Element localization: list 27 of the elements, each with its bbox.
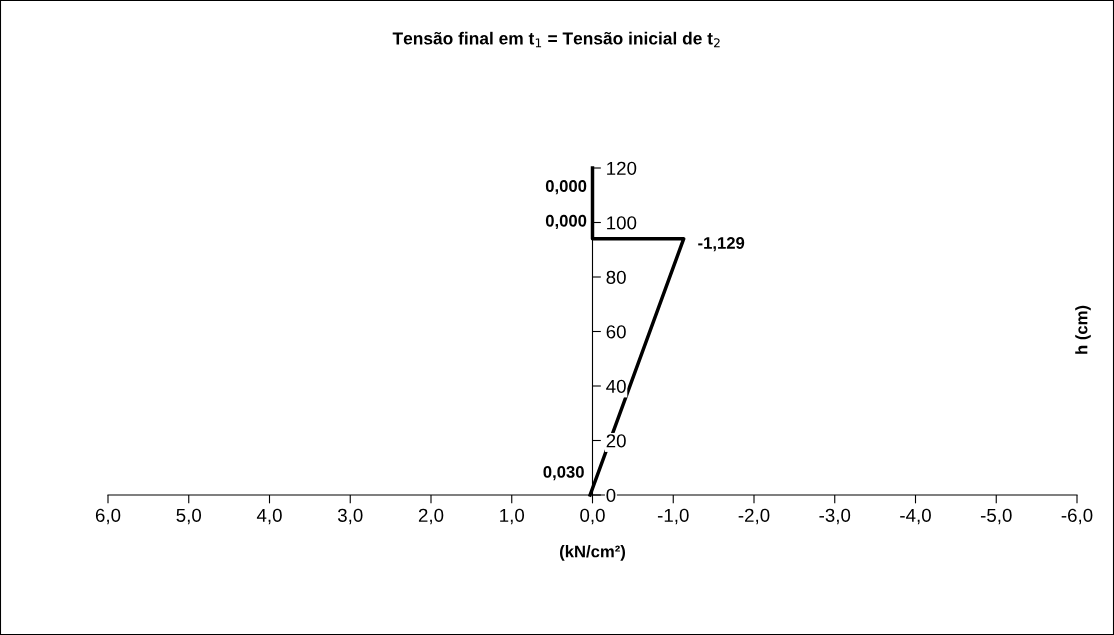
x-tick-label: 2,0 [418, 508, 444, 525]
x-tick-label: -6,0 [1061, 508, 1093, 525]
x-tick-label: -4,0 [900, 508, 931, 525]
x-tick-label: 6,0 [95, 508, 121, 525]
y-tick-label: 20 [606, 434, 626, 448]
x-axis-title: (kN/cm²) [559, 545, 626, 561]
x-tick-label: -1,0 [657, 508, 689, 525]
y-tick-label: 60 [606, 325, 626, 339]
x-tick-label: 5,0 [176, 508, 202, 525]
x-tick-label: 3,0 [337, 508, 363, 525]
y-tick-label: 40 [606, 379, 626, 393]
y-axis-title: h (cm) [1075, 305, 1091, 354]
y-tick-label: 0 [606, 488, 616, 502]
y-tick-label: 100 [607, 216, 637, 230]
annotation: 0,000 [545, 214, 587, 230]
y-tick-label: 120 [607, 161, 637, 175]
x-tick-label: -2,0 [738, 508, 770, 525]
annotation: 0,000 [545, 180, 587, 195]
x-tick-label: -3,0 [819, 508, 851, 525]
annotation: 0,030 [543, 466, 584, 481]
y-tick-label: 80 [606, 270, 626, 284]
x-tick-label: 0,0 [580, 508, 605, 525]
chart-title: Tensão final em t$_{1}$ = Tensão inicial de t$_{2}$ [392, 31, 720, 48]
x-tick-label: 4,0 [256, 508, 282, 525]
x-tick-label: 1,0 [500, 508, 525, 525]
annotation: -1,129 [698, 237, 745, 252]
x-tick-label: -5,0 [980, 508, 1012, 525]
